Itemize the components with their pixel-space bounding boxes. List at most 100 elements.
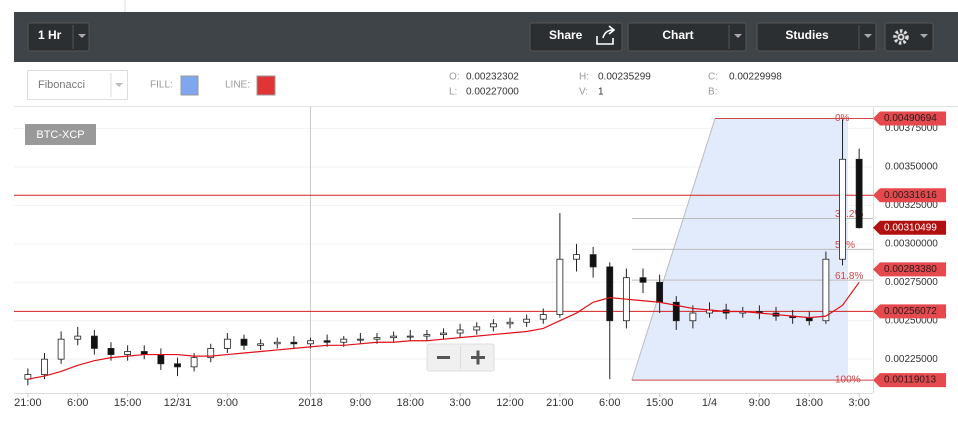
price-flag [873,262,946,277]
price-flag [873,220,946,235]
x-tick-label: 2018 [298,397,322,409]
price-flag-text: 0.00310499 [884,222,937,233]
fill-swatch[interactable] [180,75,199,96]
symbol-badge [25,124,96,145]
candle-body [323,340,331,343]
caret [734,34,742,38]
moving-average [27,281,860,380]
caret [920,34,928,38]
caret [115,83,123,87]
x-tick-label: 18:00 [396,397,424,409]
y-tick-label: 0.00375000 [885,123,938,134]
price-flag [873,188,946,203]
x-tick-label: 12/31 [164,397,192,409]
o-value: 0.00232302 [466,72,519,83]
candle-body [589,254,597,268]
candle-body [672,301,680,322]
interval-button[interactable] [27,22,90,52]
y-tick-label: 0.00275000 [885,277,938,288]
studies-button[interactable] [756,22,877,52]
candle-body [356,338,364,341]
candle-body [440,332,447,335]
candle-body [489,323,497,328]
candle-body [573,254,580,260]
candle-body [406,335,414,338]
drawing-toolbar [14,62,958,107]
candle-body [107,348,115,355]
x-tick-label: 3:00 [848,397,869,409]
candle-body [473,326,481,331]
price-flag [873,304,946,319]
candle-body [74,335,82,340]
candle-body [41,358,48,375]
candle-body [639,277,647,283]
x-tick-label: 6:00 [599,397,620,409]
v-value: 1 [598,87,604,98]
candle-body [174,363,181,368]
candle-body [539,314,547,320]
gear-icon [893,29,909,45]
candle-body [390,335,398,339]
price-flag-text: 0.00119013 [884,375,937,386]
candle-body [855,158,863,229]
line-label: LINE: [225,80,250,91]
candle-body [656,281,664,303]
fib-label: 100% [835,375,861,386]
candle-body [822,258,830,322]
candle-body [606,266,614,322]
c-label: C: [708,72,718,83]
interval-text: 1 Hr [38,28,62,42]
candle-body [689,312,697,322]
x-tick-label: 15:00 [114,397,142,409]
candle-body [57,338,65,360]
h-value: 0.00235299 [598,72,651,83]
candle-body [207,348,215,359]
price-flag [873,373,946,388]
candle-body [340,338,348,343]
caret [864,34,872,38]
x-tick-label: 6:00 [67,397,88,409]
fib-label: 38.2% [835,209,863,220]
x-tick-label: 1/4 [702,397,717,409]
candle-body [556,258,564,315]
candle-body [373,337,381,340]
candle-body [240,338,248,346]
zoom-out[interactable] [437,356,450,359]
x-tick-label: 3:00 [449,397,470,409]
candle-body [423,334,431,337]
chart-text: Chart [662,28,693,42]
candle-body [290,341,298,345]
candle-body [90,335,98,349]
fill-label: FILL: [150,80,173,91]
candle-body [157,354,165,365]
y-tick-label: 0.00225000 [885,354,938,365]
candle-body [523,318,531,323]
candle-body [190,357,198,368]
v-label: V: [579,87,588,98]
l-value: 0.00227000 [466,87,519,98]
x-tick-label: 9:00 [350,397,371,409]
price-flag-text: 0.00256072 [884,306,937,317]
symbol-text: BTC-XCP [36,129,84,141]
zoom-in[interactable] [471,350,485,365]
o-label: O: [449,72,460,83]
price-flag [873,111,946,126]
price-flag-text: 0.00331616 [884,190,937,201]
y-tick-label: 0.00325000 [885,200,938,211]
studies-text: Studies [785,28,829,42]
settings-button[interactable] [884,22,934,52]
chart-button[interactable] [627,22,747,52]
h-label: H: [579,72,589,83]
candle-body [839,158,846,260]
x-tick-label: 21:00 [546,397,574,409]
x-tick-label: 12:00 [496,397,524,409]
line-swatch[interactable] [256,75,276,96]
fib-label: 61.8% [835,271,863,282]
candle-body [307,340,314,345]
top-strip [0,0,958,12]
candle-body [257,343,265,346]
caret [78,34,86,38]
candle-body [506,321,514,325]
